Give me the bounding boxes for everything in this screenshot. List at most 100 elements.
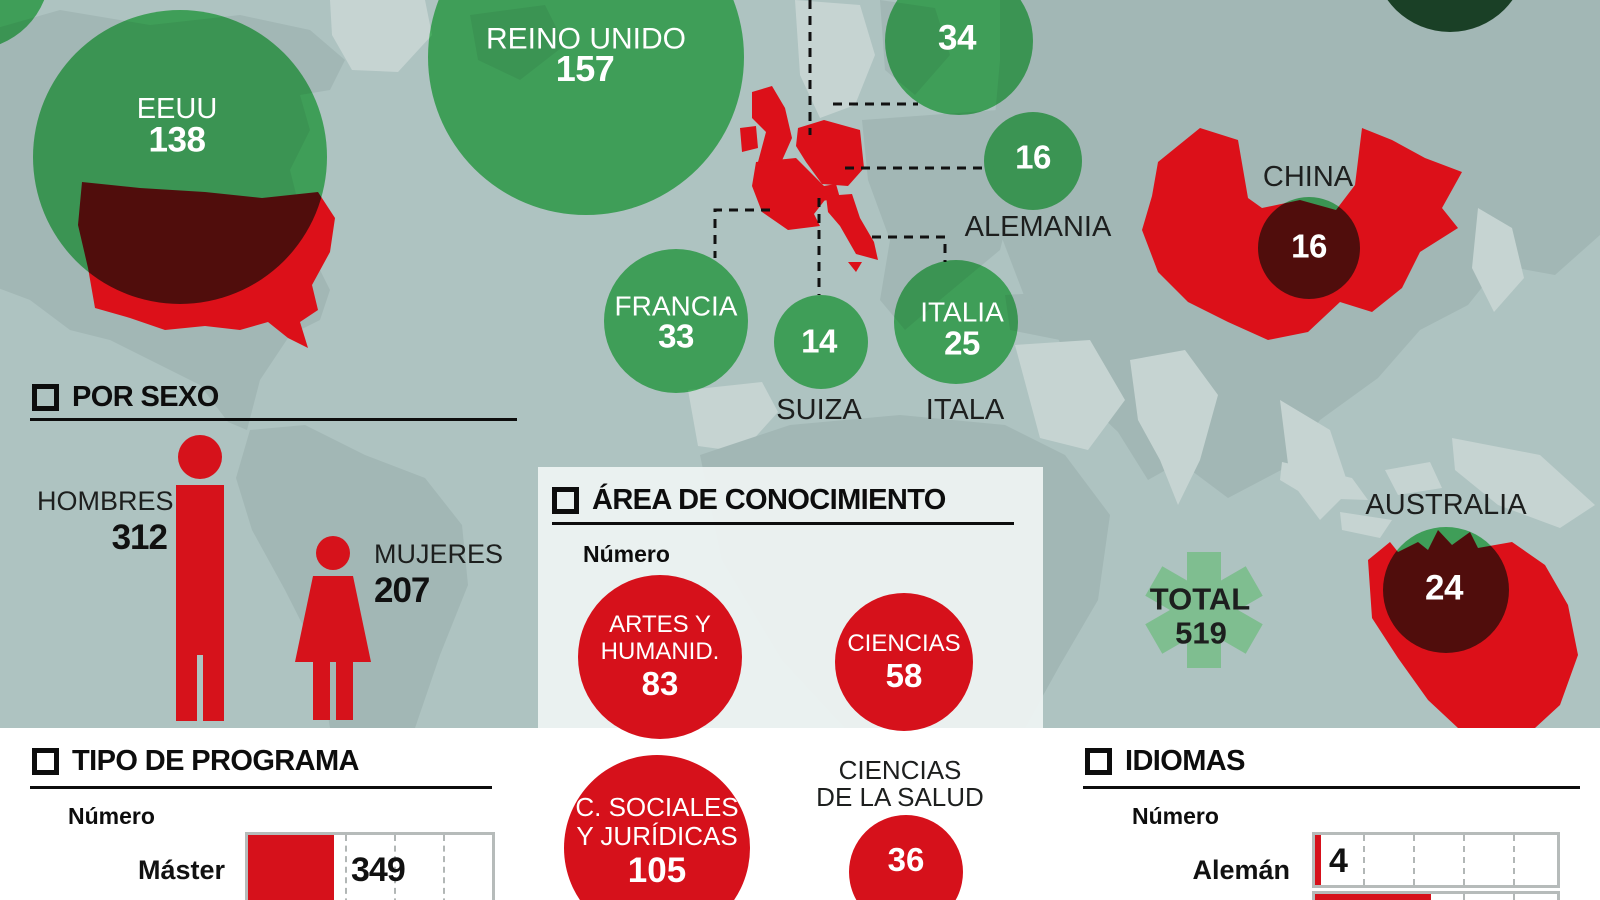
tipo-programa-header: TIPO DE PROGRAMA [32, 745, 359, 778]
area-salud-label-line1: CIENCIAS [838, 755, 962, 785]
scandinavia-shape [795, 0, 875, 118]
area-circle-label: ARTES Y [609, 611, 711, 638]
area-circle-ciencias: CIENCIAS 58 [835, 593, 973, 731]
bubble-value-eeuu: 138 [148, 120, 206, 160]
gridline [345, 835, 347, 900]
tipo-programa-title: TIPO DE PROGRAMA [72, 745, 359, 777]
arabia-shape [1015, 340, 1125, 450]
total-value: 519 [1175, 615, 1227, 651]
borneo-shape [1385, 462, 1442, 495]
total-label: TOTAL [1149, 581, 1251, 617]
bubble-value-suiza: 14 [801, 322, 837, 360]
bubble-suiza [774, 295, 868, 389]
iberia-shape [688, 382, 778, 452]
area-circle-value: 105 [627, 851, 687, 890]
tipo-axis-label: Número [68, 803, 155, 829]
area-circle-sociales: C. SOCIALES Y JURÍDICAS 105 [564, 755, 750, 900]
bubble-norte-34 [885, 0, 1033, 115]
java-shape [1340, 512, 1392, 538]
aleman-bar [1315, 835, 1321, 885]
aleman-bar-chart: 4 [1312, 832, 1560, 888]
total-asterisk [1145, 552, 1263, 668]
connector-francia [713, 208, 770, 258]
idiomas-axis-label: Número [1132, 803, 1219, 829]
india-shape [1130, 350, 1218, 505]
bubble-italia [894, 260, 1018, 384]
idiomas-title: IDIOMAS [1125, 745, 1245, 777]
bubble-value-reino-unido: 157 [555, 48, 615, 90]
gridline [1513, 835, 1515, 885]
area-circle-salud: 36 [849, 815, 963, 900]
master-bar [248, 835, 334, 900]
aleman-bar-value: 4 [1329, 842, 1348, 880]
italy-shape [826, 194, 878, 260]
bubble-value-francia: 33 [658, 317, 694, 355]
mujeres-value: 207 [374, 571, 430, 610]
por-sexo-rule [30, 418, 517, 421]
bubble-sublabel-italia: ITALA [925, 393, 1005, 426]
area-circle-label: CIENCIAS [847, 629, 961, 657]
bubble-label-eeuu: EEUU [136, 92, 218, 125]
female-icon [295, 536, 371, 720]
bubble-alemania [984, 112, 1082, 210]
bubble-china [1258, 197, 1360, 299]
bubble-label-suiza: SUIZA [776, 393, 862, 426]
eastern-europe-shape [862, 110, 1020, 330]
ireland-shape [740, 126, 758, 152]
second-language-bar-chart [1312, 891, 1560, 900]
second-language-bar [1315, 894, 1431, 900]
gridline [394, 835, 396, 900]
bubble-label-china: CHINA [1262, 160, 1354, 193]
checkbox-icon [1085, 748, 1112, 775]
bubble-label-francia: FRANCIA [614, 290, 738, 322]
area-conocimiento-title: ÁREA DE CONOCIMIENTO [592, 484, 946, 516]
bubble-corner [0, 0, 45, 45]
gridline [443, 835, 445, 900]
master-bar-value: 349 [351, 851, 406, 889]
por-sexo-header: POR SEXO [32, 381, 219, 414]
japan-shape [1472, 208, 1524, 312]
master-row-label: Máster [137, 855, 225, 885]
country-bubbles [0, 0, 1513, 653]
aleman-row-label: Alemán [1192, 855, 1290, 885]
gridline [1363, 835, 1365, 885]
checkbox-icon [32, 748, 59, 775]
bubble-value-norte-34: 34 [938, 18, 976, 58]
por-sexo-title: POR SEXO [72, 381, 219, 413]
checkbox-icon [552, 487, 579, 514]
area-conocimiento-rule [552, 522, 1014, 525]
checkbox-icon [32, 384, 59, 411]
tipo-programa-rule [30, 786, 492, 789]
idiomas-rule [1083, 786, 1580, 789]
gridline [1463, 894, 1465, 900]
area-axis-label: Número [583, 541, 670, 567]
bubble-francia [604, 249, 748, 393]
area-circle-label: Y JURÍDICAS [576, 821, 738, 851]
bubble-dark-top-right [1387, 0, 1513, 32]
mujeres-label: MUJERES [374, 539, 504, 569]
idiomas-header: IDIOMAS [1085, 745, 1245, 778]
bubble-australia [1383, 527, 1509, 653]
master-bar-chart: 349 [245, 832, 495, 900]
bubble-label-reino-unido: REINO UNIDO [485, 22, 687, 56]
sicily-shape [848, 262, 862, 272]
dashed-connectors [713, 0, 982, 295]
hombres-value: 312 [111, 518, 168, 557]
greenland-shape [330, 0, 432, 72]
bubble-value-italia: 25 [944, 324, 980, 362]
male-icon [176, 435, 224, 721]
gridline [1413, 835, 1415, 885]
gridline [1463, 835, 1465, 885]
bubble-value-australia: 24 [1425, 568, 1463, 608]
bubble-label-alemania: ALEMANIA [964, 210, 1112, 243]
bubble-label-australia: AUSTRALIA [1365, 488, 1527, 521]
area-circle-label: C. SOCIALES [575, 792, 739, 822]
france-shape [752, 158, 828, 230]
area-circle-label: HUMANID. [600, 638, 720, 665]
area-salud-label: CIENCIAS DE LA SALUD [816, 757, 984, 811]
area-circle-value: 58 [885, 656, 923, 694]
hombres-label: HOMBRES [37, 486, 174, 516]
connector-italia [872, 235, 947, 262]
area-circle-value: 83 [641, 665, 679, 702]
